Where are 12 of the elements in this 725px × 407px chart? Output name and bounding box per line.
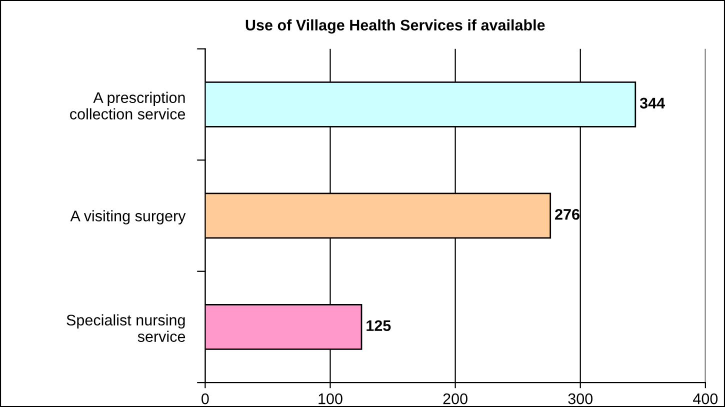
x-tick-label: 400 <box>693 393 718 404</box>
y-tick-label: A visiting surgery <box>70 210 186 224</box>
y-tick-label: Specialist nursing service <box>66 314 186 342</box>
y-tick-label: A prescription collection service <box>70 92 186 120</box>
x-tick-label: 100 <box>318 393 342 404</box>
data-label: 276 <box>555 208 580 220</box>
chart-title: Use of Village Health Services if available <box>246 19 545 34</box>
x-tick-label: 300 <box>568 393 593 404</box>
x-tick-label: 200 <box>443 393 468 404</box>
x-tick-label: 0 <box>202 393 209 404</box>
data-label: 344 <box>640 98 665 109</box>
data-label: 125 <box>366 320 391 332</box>
